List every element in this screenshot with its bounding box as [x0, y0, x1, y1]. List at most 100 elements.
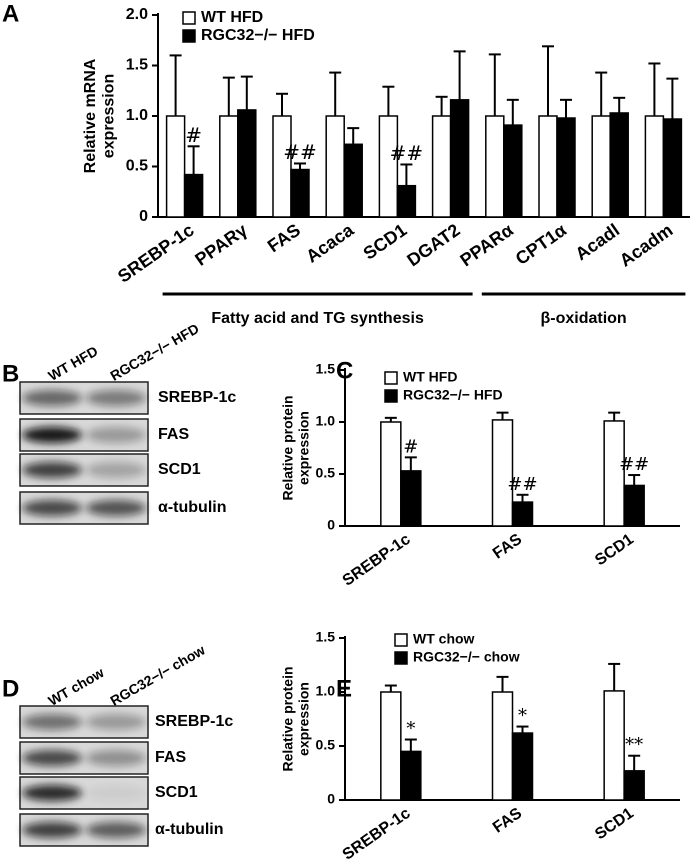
legend-label: RGC32−/− HFD — [201, 27, 315, 44]
blot-band — [22, 500, 82, 516]
blot-band — [86, 462, 146, 478]
band-label: SREBP-1c — [158, 389, 236, 406]
bar — [449, 99, 470, 218]
significance-label: # — [403, 436, 418, 457]
x-tick-label: CPT1α — [512, 220, 570, 269]
x-tick-label: Acaca — [302, 219, 358, 266]
bar — [237, 109, 257, 218]
x-tick-label: Acadm — [616, 220, 677, 271]
legend-label: WT chow — [413, 631, 475, 647]
y-tick-label: 0 — [139, 208, 148, 225]
x-tick-label: SREBP-1c — [340, 531, 414, 590]
bar — [603, 690, 625, 801]
y-axis-label: Relative proteinexpression — [279, 395, 311, 500]
bar — [380, 421, 402, 527]
significance-label: * — [406, 719, 415, 740]
band-label: SCD1 — [155, 784, 198, 801]
blot-band — [86, 785, 146, 801]
y-tick-label: 1.5 — [126, 57, 148, 74]
bar — [343, 143, 363, 218]
x-tick-label: SCD1 — [360, 220, 411, 264]
legend-swatch — [384, 371, 398, 385]
bar — [623, 484, 645, 527]
bar — [272, 115, 292, 218]
x-tick-label: PPARγ — [191, 220, 251, 270]
bar — [400, 470, 422, 527]
x-tick-label: SREBP-1c — [340, 805, 414, 864]
blot-band — [86, 714, 146, 730]
blot-band — [86, 822, 146, 838]
y-tick-label: 0 — [327, 791, 335, 807]
lane-label: RGC32−/− HFD — [107, 320, 201, 384]
significance-label: ## — [619, 454, 649, 475]
y-tick-label: 0.5 — [316, 737, 336, 753]
blot-band — [22, 714, 82, 730]
bar — [603, 420, 625, 527]
legend-label: RGC32−/− HFD — [403, 387, 503, 403]
x-tick-label: FAS — [264, 220, 304, 256]
x-tick-label: DGAT2 — [403, 220, 463, 271]
blot-band — [22, 390, 82, 406]
bar — [491, 691, 514, 801]
x-tick-label: FAS — [490, 531, 526, 563]
bar — [609, 112, 629, 218]
band-label: FAS — [158, 426, 189, 443]
x-tick-label: SCD1 — [592, 805, 637, 843]
blot-band — [86, 500, 146, 516]
y-axis-label: Relative proteinexpression — [279, 666, 311, 771]
band-label: α-tubulin — [158, 499, 226, 516]
band-label: SCD1 — [158, 461, 201, 478]
blot-band — [22, 785, 82, 801]
y-axis-label: Relative mRNAexpression — [82, 58, 117, 173]
bar — [503, 124, 523, 218]
y-tick-label: 0.5 — [126, 158, 148, 175]
y-tick-label: 0.5 — [316, 465, 336, 481]
bar — [511, 501, 534, 527]
legend-label: RGC32−/− chow — [413, 649, 520, 665]
x-tick-label: SCD1 — [592, 531, 637, 569]
bar — [485, 115, 505, 218]
bar — [290, 168, 310, 218]
lane-label: WT chow — [45, 664, 106, 709]
group-label: Fatty acid and TG synthesis — [211, 310, 424, 327]
band-label: α-tubulin — [155, 821, 223, 838]
bar — [380, 691, 402, 801]
y-tick-label: 0 — [327, 517, 335, 533]
significance-label: ## — [283, 140, 317, 164]
legend-label: WT HFD — [201, 9, 263, 26]
bar — [400, 750, 422, 801]
legend-swatch — [182, 11, 196, 25]
y-tick-label: 1.5 — [316, 361, 336, 377]
bar — [183, 173, 204, 218]
y-tick-label: 1.5 — [316, 629, 336, 645]
significance-label: # — [185, 123, 202, 147]
bar — [511, 732, 534, 801]
bar — [396, 184, 417, 218]
significance-label: * — [518, 706, 527, 727]
y-tick-label: 1.0 — [126, 107, 148, 124]
bar — [219, 115, 239, 218]
blot-band — [22, 462, 82, 478]
x-tick-label: Acadl — [572, 220, 624, 265]
legend-swatch — [394, 651, 408, 665]
x-tick-label: FAS — [490, 805, 526, 837]
x-tick-label: PPARα — [456, 220, 516, 271]
y-tick-label: 1.0 — [316, 683, 336, 699]
blot-band — [86, 750, 146, 766]
panel-label: A — [2, 0, 19, 27]
legend-swatch — [182, 29, 196, 43]
bar — [591, 115, 611, 218]
blot-band — [22, 822, 82, 838]
legend-label: WT HFD — [403, 369, 457, 385]
blot-band — [22, 427, 82, 443]
lane-label: RGC32−/− chow — [107, 642, 207, 709]
lane-label: WT HFD — [45, 343, 100, 384]
significance-label: ## — [507, 474, 537, 495]
y-tick-label: 1.0 — [316, 413, 336, 429]
x-tick-label: SREBP-1c — [114, 220, 198, 287]
bar — [538, 115, 558, 218]
bar — [662, 118, 683, 218]
significance-label: ## — [390, 141, 424, 165]
panel-label: D — [2, 675, 19, 702]
band-label: FAS — [155, 749, 186, 766]
